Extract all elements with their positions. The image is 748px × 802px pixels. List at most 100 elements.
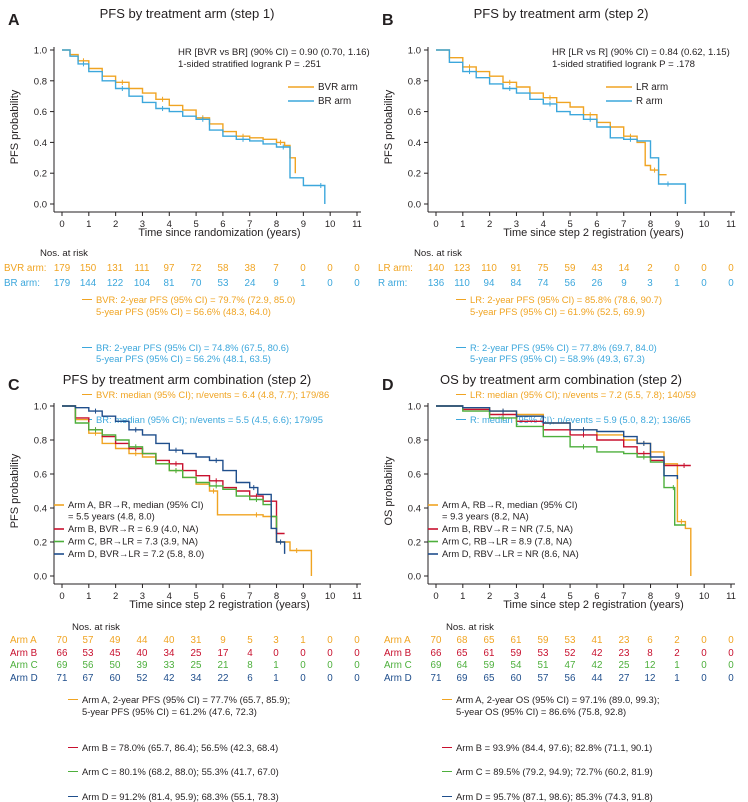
risk-cell: 44	[587, 673, 607, 685]
stat-note-line: 5-year PFS (95% CI) = 61.9% (52.5, 69.9)	[470, 306, 748, 318]
y-tick-label: 0.6	[34, 470, 47, 481]
risk-cell: 26	[587, 278, 607, 290]
y-tick-label: 1.0	[34, 402, 47, 413]
risk-cell: 1	[266, 673, 286, 685]
risk-cell: 104	[132, 278, 152, 290]
x-axis-label: Time since step 2 registration (years)	[129, 599, 310, 611]
risk-cell: 50	[105, 660, 125, 672]
x-tick-label: 11	[352, 219, 362, 230]
risk-row-label: Arm A	[384, 635, 411, 647]
risk-cell: 54	[506, 660, 526, 672]
note-swatch	[442, 699, 452, 700]
risk-cell: 179	[52, 263, 72, 275]
note-swatch	[82, 299, 92, 300]
y-tick-label: 0.8	[34, 436, 47, 447]
risk-cell: 140	[426, 263, 446, 275]
risk-table-header: Nos. at risk	[414, 248, 462, 259]
risk-cell: 38	[240, 263, 260, 275]
series-line-br-arm	[62, 50, 325, 204]
stat-note: Arm B = 93.9% (84.4, 97.6); 82.8% (71.1,…	[442, 742, 748, 754]
legend-label: BVR arm	[318, 82, 358, 93]
risk-cell: 5	[240, 635, 260, 647]
risk-row-label: Arm D	[384, 673, 412, 685]
x-tick-label: 0	[433, 591, 438, 602]
hr-annotation: 1-sided stratified logrank P = .178	[552, 59, 695, 70]
y-axis-label: OS probability	[383, 456, 395, 526]
risk-row-label: LR arm:	[378, 263, 413, 275]
stat-note-line: 5-year OS (95% CI) = 86.6% (75.8, 92.8)	[456, 706, 748, 718]
risk-cell: 24	[240, 278, 260, 290]
risk-cell: 7	[266, 263, 286, 275]
risk-cell: 0	[293, 648, 313, 660]
risk-cell: 57	[78, 635, 98, 647]
risk-cell: 0	[320, 263, 340, 275]
stat-note-line: 5-year PFS (95% CI) = 58.9% (49.3, 67.3)	[470, 353, 748, 365]
note-swatch	[68, 747, 78, 748]
risk-cell: 3	[640, 278, 660, 290]
y-tick-label: 1.0	[34, 46, 47, 57]
risk-cell: 69	[52, 660, 72, 672]
stat-note: LR: 2-year PFS (95% CI) = 85.8% (78.6, 9…	[456, 294, 748, 317]
risk-cell: 69	[452, 673, 472, 685]
risk-cell: 6	[240, 673, 260, 685]
risk-cell: 61	[506, 635, 526, 647]
risk-cell: 23	[614, 635, 634, 647]
hr-annotation: HR [LR vs R] (90% CI) = 0.84 (0.62, 1.15…	[552, 47, 730, 58]
risk-cell: 0	[320, 635, 340, 647]
legend-label: Arm D, RBV→LR = NR (8.6, NA)	[442, 548, 579, 559]
risk-cell: 42	[587, 660, 607, 672]
risk-table-header: Nos. at risk	[40, 248, 88, 259]
risk-cell: 0	[347, 635, 367, 647]
legend-label: LR arm	[636, 82, 668, 93]
note-swatch	[456, 347, 466, 348]
risk-cell: 9	[213, 635, 233, 647]
risk-row-label: BR arm:	[4, 278, 40, 290]
risk-cell: 0	[293, 660, 313, 672]
risk-row-label: R arm:	[378, 278, 407, 290]
risk-cell: 0	[721, 660, 741, 672]
risk-cell: 0	[694, 263, 714, 275]
risk-cell: 49	[105, 635, 125, 647]
risk-table-header: Nos. at risk	[446, 622, 494, 633]
risk-cell: 25	[186, 648, 206, 660]
x-tick-label: 1	[460, 591, 465, 602]
y-tick-label: 0.4	[408, 138, 421, 149]
risk-cell: 144	[78, 278, 98, 290]
risk-cell: 47	[560, 660, 580, 672]
x-axis-label: Time since randomization (years)	[138, 227, 300, 239]
y-tick-label: 0.6	[408, 470, 421, 481]
risk-row-label: Arm B	[384, 648, 411, 660]
panel-letter: C	[8, 377, 20, 394]
risk-cell: 56	[560, 673, 580, 685]
risk-cell: 4	[240, 648, 260, 660]
risk-cell: 53	[78, 648, 98, 660]
risk-cell: 65	[452, 648, 472, 660]
y-tick-label: 0.8	[408, 76, 421, 87]
risk-cell: 0	[320, 278, 340, 290]
risk-cell: 2	[640, 263, 660, 275]
legend-label: Arm C, BR→LR = 7.3 (3.9, NA)	[68, 536, 198, 547]
risk-cell: 1	[667, 673, 687, 685]
risk-row-label: Arm C	[384, 660, 412, 672]
risk-cell: 42	[587, 648, 607, 660]
y-tick-label: 0.0	[408, 200, 421, 211]
note-swatch	[82, 347, 92, 348]
legend-label: Arm B, BVR→R = 6.9 (4.0, NA)	[68, 523, 199, 534]
y-tick-label: 1.0	[408, 402, 421, 413]
risk-cell: 0	[694, 648, 714, 660]
risk-row-label: Arm D	[10, 673, 38, 685]
risk-cell: 0	[721, 635, 741, 647]
y-axis-label: PFS probability	[9, 453, 21, 528]
risk-cell: 34	[159, 648, 179, 660]
risk-cell: 12	[640, 673, 660, 685]
x-tick-label: 2	[113, 219, 118, 230]
risk-cell: 0	[320, 673, 340, 685]
x-tick-label: 1	[460, 219, 465, 230]
risk-cell: 70	[426, 635, 446, 647]
risk-cell: 2	[667, 635, 687, 647]
risk-cell: 67	[78, 673, 98, 685]
risk-row-label: Arm A	[10, 635, 37, 647]
